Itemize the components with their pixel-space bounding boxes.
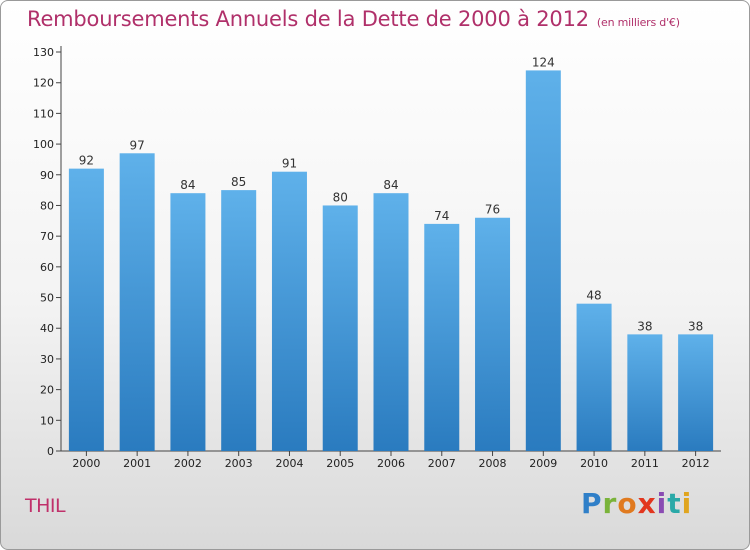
data-label-2008: 76 bbox=[485, 203, 500, 217]
y-tick-label: 80 bbox=[40, 199, 54, 212]
y-tick-label: 60 bbox=[40, 261, 54, 274]
x-tick-label-2008: 2008 bbox=[479, 457, 507, 470]
bar-2001 bbox=[119, 153, 155, 452]
x-tick-label-2006: 2006 bbox=[377, 457, 405, 470]
x-tick-label-2011: 2011 bbox=[631, 457, 659, 470]
bar-2007 bbox=[424, 223, 460, 451]
y-tick-label: 30 bbox=[40, 353, 54, 366]
y-tick-label: 10 bbox=[40, 414, 54, 427]
y-tick-label: 90 bbox=[40, 169, 54, 182]
y-tick-label: 20 bbox=[40, 384, 54, 397]
x-tick-label-2001: 2001 bbox=[123, 457, 151, 470]
x-tick-label-2000: 2000 bbox=[72, 457, 100, 470]
y-tick-label: 50 bbox=[40, 292, 54, 305]
chart-unit: (en milliers d'€) bbox=[596, 16, 680, 29]
bar-2000 bbox=[68, 168, 104, 451]
y-tick-label: 120 bbox=[33, 77, 54, 90]
bar-2008 bbox=[475, 217, 511, 451]
x-tick-label-2004: 2004 bbox=[275, 457, 303, 470]
proxiti-logo: Proxiti bbox=[581, 487, 693, 520]
data-label-2005: 80 bbox=[333, 190, 348, 204]
data-label-2010: 48 bbox=[586, 289, 601, 303]
place-name: THIL bbox=[25, 495, 66, 517]
bar-2010 bbox=[576, 303, 612, 451]
bar-2011 bbox=[627, 334, 663, 451]
bar-2002 bbox=[170, 193, 206, 451]
chart-title: Remboursements Annuels de la Dette de 20… bbox=[27, 7, 680, 31]
y-tick-label: 100 bbox=[33, 138, 54, 151]
data-label-2011: 38 bbox=[637, 319, 652, 333]
y-tick-label: 130 bbox=[33, 46, 54, 59]
bar-2003 bbox=[221, 190, 257, 451]
y-tick-label: 110 bbox=[33, 107, 54, 120]
y-tick-label: 40 bbox=[40, 322, 54, 335]
bar-2009 bbox=[525, 70, 561, 452]
data-label-2001: 97 bbox=[130, 138, 145, 152]
x-tick-label-2009: 2009 bbox=[529, 457, 557, 470]
bar-2004 bbox=[271, 171, 307, 451]
x-tick-label-2007: 2007 bbox=[428, 457, 456, 470]
x-tick-label-2005: 2005 bbox=[326, 457, 354, 470]
bar-2012 bbox=[678, 334, 714, 451]
data-label-2000: 92 bbox=[79, 154, 94, 168]
bar-2006 bbox=[373, 193, 409, 451]
data-label-2002: 84 bbox=[180, 178, 195, 192]
x-tick-label-2012: 2012 bbox=[682, 457, 710, 470]
y-tick-label: 70 bbox=[40, 230, 54, 243]
x-tick-label-2003: 2003 bbox=[225, 457, 253, 470]
data-label-2003: 85 bbox=[231, 175, 246, 189]
x-tick-label-2002: 2002 bbox=[174, 457, 202, 470]
data-label-2006: 84 bbox=[383, 178, 398, 192]
x-tick-label-2010: 2010 bbox=[580, 457, 608, 470]
y-tick-label: 0 bbox=[47, 445, 54, 458]
data-label-2009: 124 bbox=[532, 55, 555, 69]
data-label-2012: 38 bbox=[688, 319, 703, 333]
bar-2005 bbox=[322, 205, 358, 451]
data-label-2007: 74 bbox=[434, 209, 449, 223]
data-label-2004: 91 bbox=[282, 157, 297, 171]
